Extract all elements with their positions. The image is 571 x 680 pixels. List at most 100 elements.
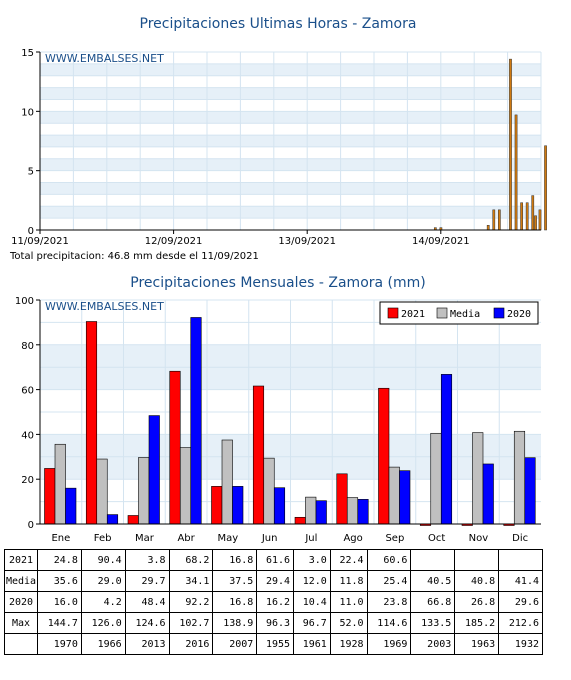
hourly-x-tick-label: 12/09/2021 xyxy=(145,236,203,247)
table-row: 1970 1966 2013 2016 2007 1955 1961 1928 1969 2003… xyxy=(4,633,543,655)
hourly-bar xyxy=(534,215,537,231)
table-cell: 144.7 xyxy=(37,612,82,634)
monthly-bar-media xyxy=(96,458,108,525)
table-cell: 4.2 xyxy=(80,591,126,613)
table-cell: 40.5 xyxy=(410,570,456,592)
table-cell: 29.7 xyxy=(124,570,170,592)
table-cell: 29.0 xyxy=(80,570,126,592)
hourly-y-tick-label: 10 xyxy=(21,107,34,118)
monthly-bar-2020 xyxy=(315,500,327,525)
monthly-bar-media xyxy=(472,432,484,525)
monthly-bar-2021 xyxy=(85,321,98,525)
charts-canvas: Precipitaciones Ultimas Horas - Zamora W… xyxy=(9,16,547,544)
monthly-x-tick-label: Sep xyxy=(385,533,404,544)
monthly-bar-media xyxy=(388,466,400,525)
table-cell: 22.4 xyxy=(329,549,368,571)
table-cell: 126.0 xyxy=(80,612,126,634)
table-cell: 1966 xyxy=(80,633,126,655)
monthly-bar-2020 xyxy=(65,487,77,525)
monthly-legend: 2021 Media 2020 xyxy=(379,301,539,325)
table-cell: 2003 xyxy=(410,633,456,655)
monthly-bar-2020 xyxy=(524,457,536,525)
table-cell: 24.8 xyxy=(37,549,82,571)
hourly-grid-band xyxy=(40,182,541,195)
table-cell: 1928 xyxy=(329,633,368,655)
table-cell: 114.6 xyxy=(366,612,412,634)
hourly-bar xyxy=(544,145,547,231)
monthly-x-tick-label: Jun xyxy=(261,533,278,544)
monthly-bar-2020 xyxy=(106,514,119,525)
table-cell: 1955 xyxy=(256,633,295,655)
table-cell xyxy=(498,549,543,571)
monthly-bar-media xyxy=(513,430,526,525)
monthly-x-tick-label: Ene xyxy=(51,533,70,544)
table-cell: 35.6 xyxy=(37,570,82,592)
monthly-x-tick-label: Dic xyxy=(512,533,528,544)
table-cell: 16.8 xyxy=(212,549,258,571)
table-cell: 11.8 xyxy=(329,570,368,592)
table-cell: 1970 xyxy=(37,633,82,655)
table-row-label: 2021 xyxy=(4,549,38,571)
table-cell: 29.6 xyxy=(498,591,543,613)
monthly-x-tick-label: Mar xyxy=(135,533,155,544)
table-cell: 138.9 xyxy=(212,612,258,634)
hourly-y-tick-label: 15 xyxy=(21,48,34,59)
monthly-y-tick-label: 80 xyxy=(21,341,34,352)
monthly-bar-2021 xyxy=(211,486,223,525)
monthly-bar-media xyxy=(430,432,442,525)
monthly-x-tick-label: May xyxy=(218,533,239,544)
hourly-x-tick-label: 11/09/2021 xyxy=(11,236,69,247)
monthly-bar-media xyxy=(305,496,317,525)
legend-swatch-2021 xyxy=(387,307,399,319)
hourly-bar xyxy=(498,209,501,231)
monthly-y-tick-label: 0 xyxy=(28,520,34,531)
table-cell: 212.6 xyxy=(498,612,543,634)
table-cell: 26.8 xyxy=(454,591,500,613)
table-row-label: Max xyxy=(4,612,38,634)
table-cell: 11.0 xyxy=(329,591,368,613)
monthly-bar-2021 xyxy=(44,468,56,525)
hourly-bar xyxy=(531,195,535,231)
table-row-label: Media xyxy=(4,570,38,592)
hourly-y-tick-label: 0 xyxy=(28,226,34,237)
table-cell: 40.8 xyxy=(454,570,500,592)
monthly-bar-2020 xyxy=(399,470,411,525)
table-row-label: 2020 xyxy=(4,591,38,613)
monthly-x-tick-label: Ago xyxy=(343,533,362,544)
table-cell: 185.2 xyxy=(454,612,500,634)
hourly-y-tick-label: 5 xyxy=(28,167,34,178)
hourly-grid-band xyxy=(40,111,541,124)
monthly-x-tick-label: Abr xyxy=(177,533,195,544)
table-cell: 16.2 xyxy=(256,591,295,613)
table-cell: 29.4 xyxy=(256,570,295,592)
monthly-bar-media xyxy=(54,443,66,525)
monthly-bar-2020 xyxy=(148,415,160,525)
total-precipitation-note: Total precipitacion: 46.8 mm desde el 11… xyxy=(9,251,259,262)
legend-label-2020: 2020 xyxy=(507,309,531,320)
table-cell: 25.4 xyxy=(366,570,412,592)
hourly-grid-band xyxy=(40,135,541,147)
hourly-x-tick-label: 14/09/2021 xyxy=(412,236,470,247)
hourly-x-tick-label: 13/09/2021 xyxy=(278,236,336,247)
table-cell: 92.2 xyxy=(168,591,214,613)
hourly-grid-band xyxy=(40,206,541,219)
table-cell: 133.5 xyxy=(410,612,456,634)
table-cell xyxy=(454,549,500,571)
monthly-bar-2020 xyxy=(357,499,369,525)
monthly-bar-2020 xyxy=(273,487,286,525)
table-row: 2020 16.0 4.2 48.4 92.2 16.8 16.2 10.4 11.0 23.8 6… xyxy=(4,591,543,613)
monthly-watermark: WWW.EMBALSES.NET xyxy=(45,300,164,313)
monthly-bar-2021 xyxy=(252,385,265,525)
table-cell: 12.0 xyxy=(293,570,331,592)
monthly-bar-2021 xyxy=(169,370,181,525)
table-row-label xyxy=(4,633,38,655)
table-row: Media 35.6 29.0 29.7 34.1 37.5 29.4 12.0 11.8 25.… xyxy=(4,570,543,592)
hourly-bar xyxy=(514,114,518,231)
table-cell: 90.4 xyxy=(80,549,126,571)
table-cell: 10.4 xyxy=(293,591,331,613)
hourly-bar xyxy=(525,202,529,231)
legend-swatch-2020 xyxy=(493,307,505,319)
legend-swatch-media xyxy=(436,307,448,319)
table-cell: 3.0 xyxy=(293,549,331,571)
legend-label-media: Media xyxy=(450,309,480,320)
